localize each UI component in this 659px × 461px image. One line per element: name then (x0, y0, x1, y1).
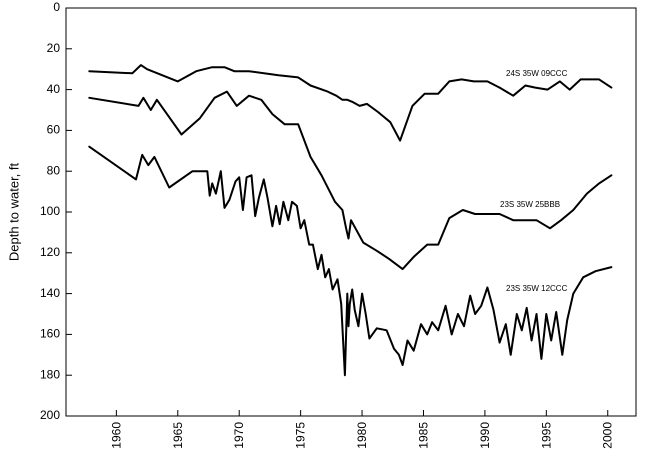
y-tick-label: 20 (47, 41, 61, 55)
series-label-23s-35w-12ccc: 23S 35W 12CCC (506, 284, 568, 293)
series-line-0 (88, 64, 613, 142)
x-tick-label: 1995 (539, 422, 553, 449)
y-tick-label: 200 (40, 408, 60, 422)
x-tick-label: 1990 (478, 422, 492, 449)
y-tick-label: 80 (47, 163, 61, 177)
series-label-24s-35w-09ccc: 24S 35W 09CCC (506, 69, 568, 78)
y-tick-label: 140 (40, 286, 60, 300)
x-tick-label: 1985 (416, 422, 430, 449)
series-label-23s-35w-25bbb: 23S 35W 25BBB (500, 200, 560, 209)
x-tick-label: 2000 (601, 422, 615, 449)
y-axis-ticks: 0 20 40 60 80 100 120 140 160 180 200 (40, 0, 72, 422)
series-line-1 (88, 90, 613, 271)
x-tick-label: 1960 (109, 422, 123, 449)
y-tick-label: 40 (47, 82, 61, 96)
x-axis-ticks: 1960 1965 1970 1975 1980 1985 1990 1995 2000 (109, 410, 615, 449)
x-tick-label: 1970 (232, 422, 246, 449)
y-tick-label: 60 (47, 123, 61, 137)
y-tick-label: 160 (40, 327, 60, 341)
y-tick-label: 180 (40, 367, 60, 381)
y-axis-title: Depth to water, ft (6, 162, 21, 261)
y-tick-label: 0 (53, 0, 60, 14)
x-tick-label: 1980 (355, 422, 369, 449)
series-line-2 (88, 145, 613, 377)
x-tick-label: 1975 (294, 422, 308, 449)
series-lines (88, 64, 613, 377)
y-tick-label: 120 (40, 245, 60, 259)
y-tick-label: 100 (40, 204, 60, 218)
x-tick-label: 1965 (171, 422, 185, 449)
